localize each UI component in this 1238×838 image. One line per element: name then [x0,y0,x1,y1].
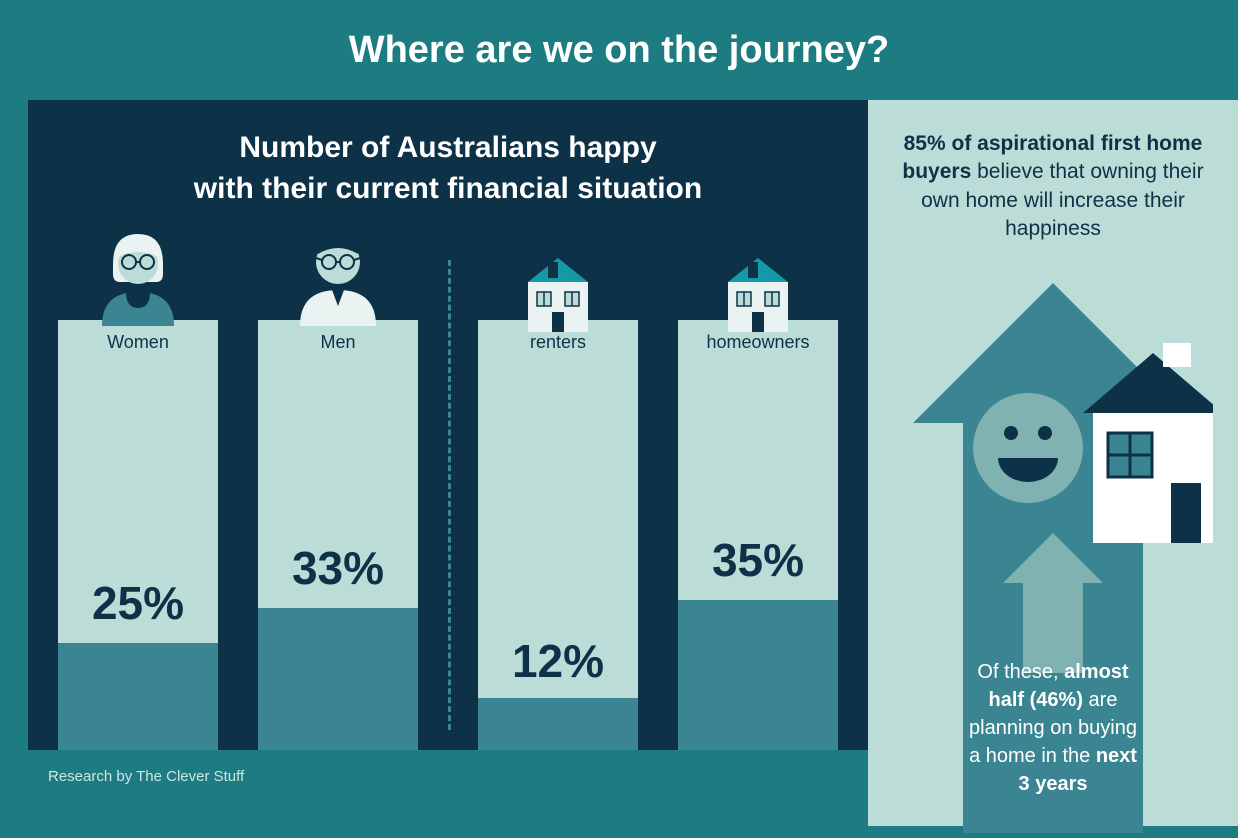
bar-renters: renters 12% [478,320,638,750]
left-heading-line1: Number of Australians happy [239,131,656,164]
bar-percent: 12% [478,634,638,688]
right-lower-pre: Of these, [977,661,1064,683]
bar-homeowners: homeowners 35% [678,320,838,750]
left-heading-line2: with their current financial situation [194,172,702,205]
right-lower-text: Of these, almost half (46%) are planning… [968,658,1138,798]
bar-fill [478,698,638,750]
bar-label: homeowners [678,332,838,353]
bar-percent: 25% [58,576,218,630]
title-band: Where are we on the journey? [0,0,1238,100]
left-panel: Number of Australians happy with their c… [28,100,868,750]
footer-note: Research by The Clever Stuff [28,750,868,785]
bar-women: Women 25% [58,320,218,750]
bar-fill [258,608,418,750]
bar-fill [678,600,838,750]
house-icon [503,252,613,332]
house-icon [703,252,813,332]
left-heading: Number of Australians happy with their c… [28,100,868,209]
bar-percent: 33% [258,541,418,595]
bar-label: Women [58,332,218,353]
woman-icon [78,226,198,326]
bar-percent: 35% [678,533,838,587]
right-panel: 85% of aspirational first home buyers be… [868,100,1238,826]
bar-fill [58,643,218,750]
bar-group-housing: renters 12% [448,250,868,750]
bar-group-gender: Women 25% [28,250,448,750]
bar-men: Men 33% [258,320,418,750]
arrow-graphic: Of these, almost half (46%) are planning… [893,273,1213,838]
page-title: Where are we on the journey? [349,29,890,72]
bar-label: Men [258,332,418,353]
bars-area: Women 25% [28,250,868,750]
man-icon [278,226,398,326]
content-row: Number of Australians happy with their c… [0,100,1238,826]
right-top-text: 85% of aspirational first home buyers be… [894,130,1212,243]
left-column: Number of Australians happy with their c… [0,100,868,826]
bar-label: renters [478,332,638,353]
